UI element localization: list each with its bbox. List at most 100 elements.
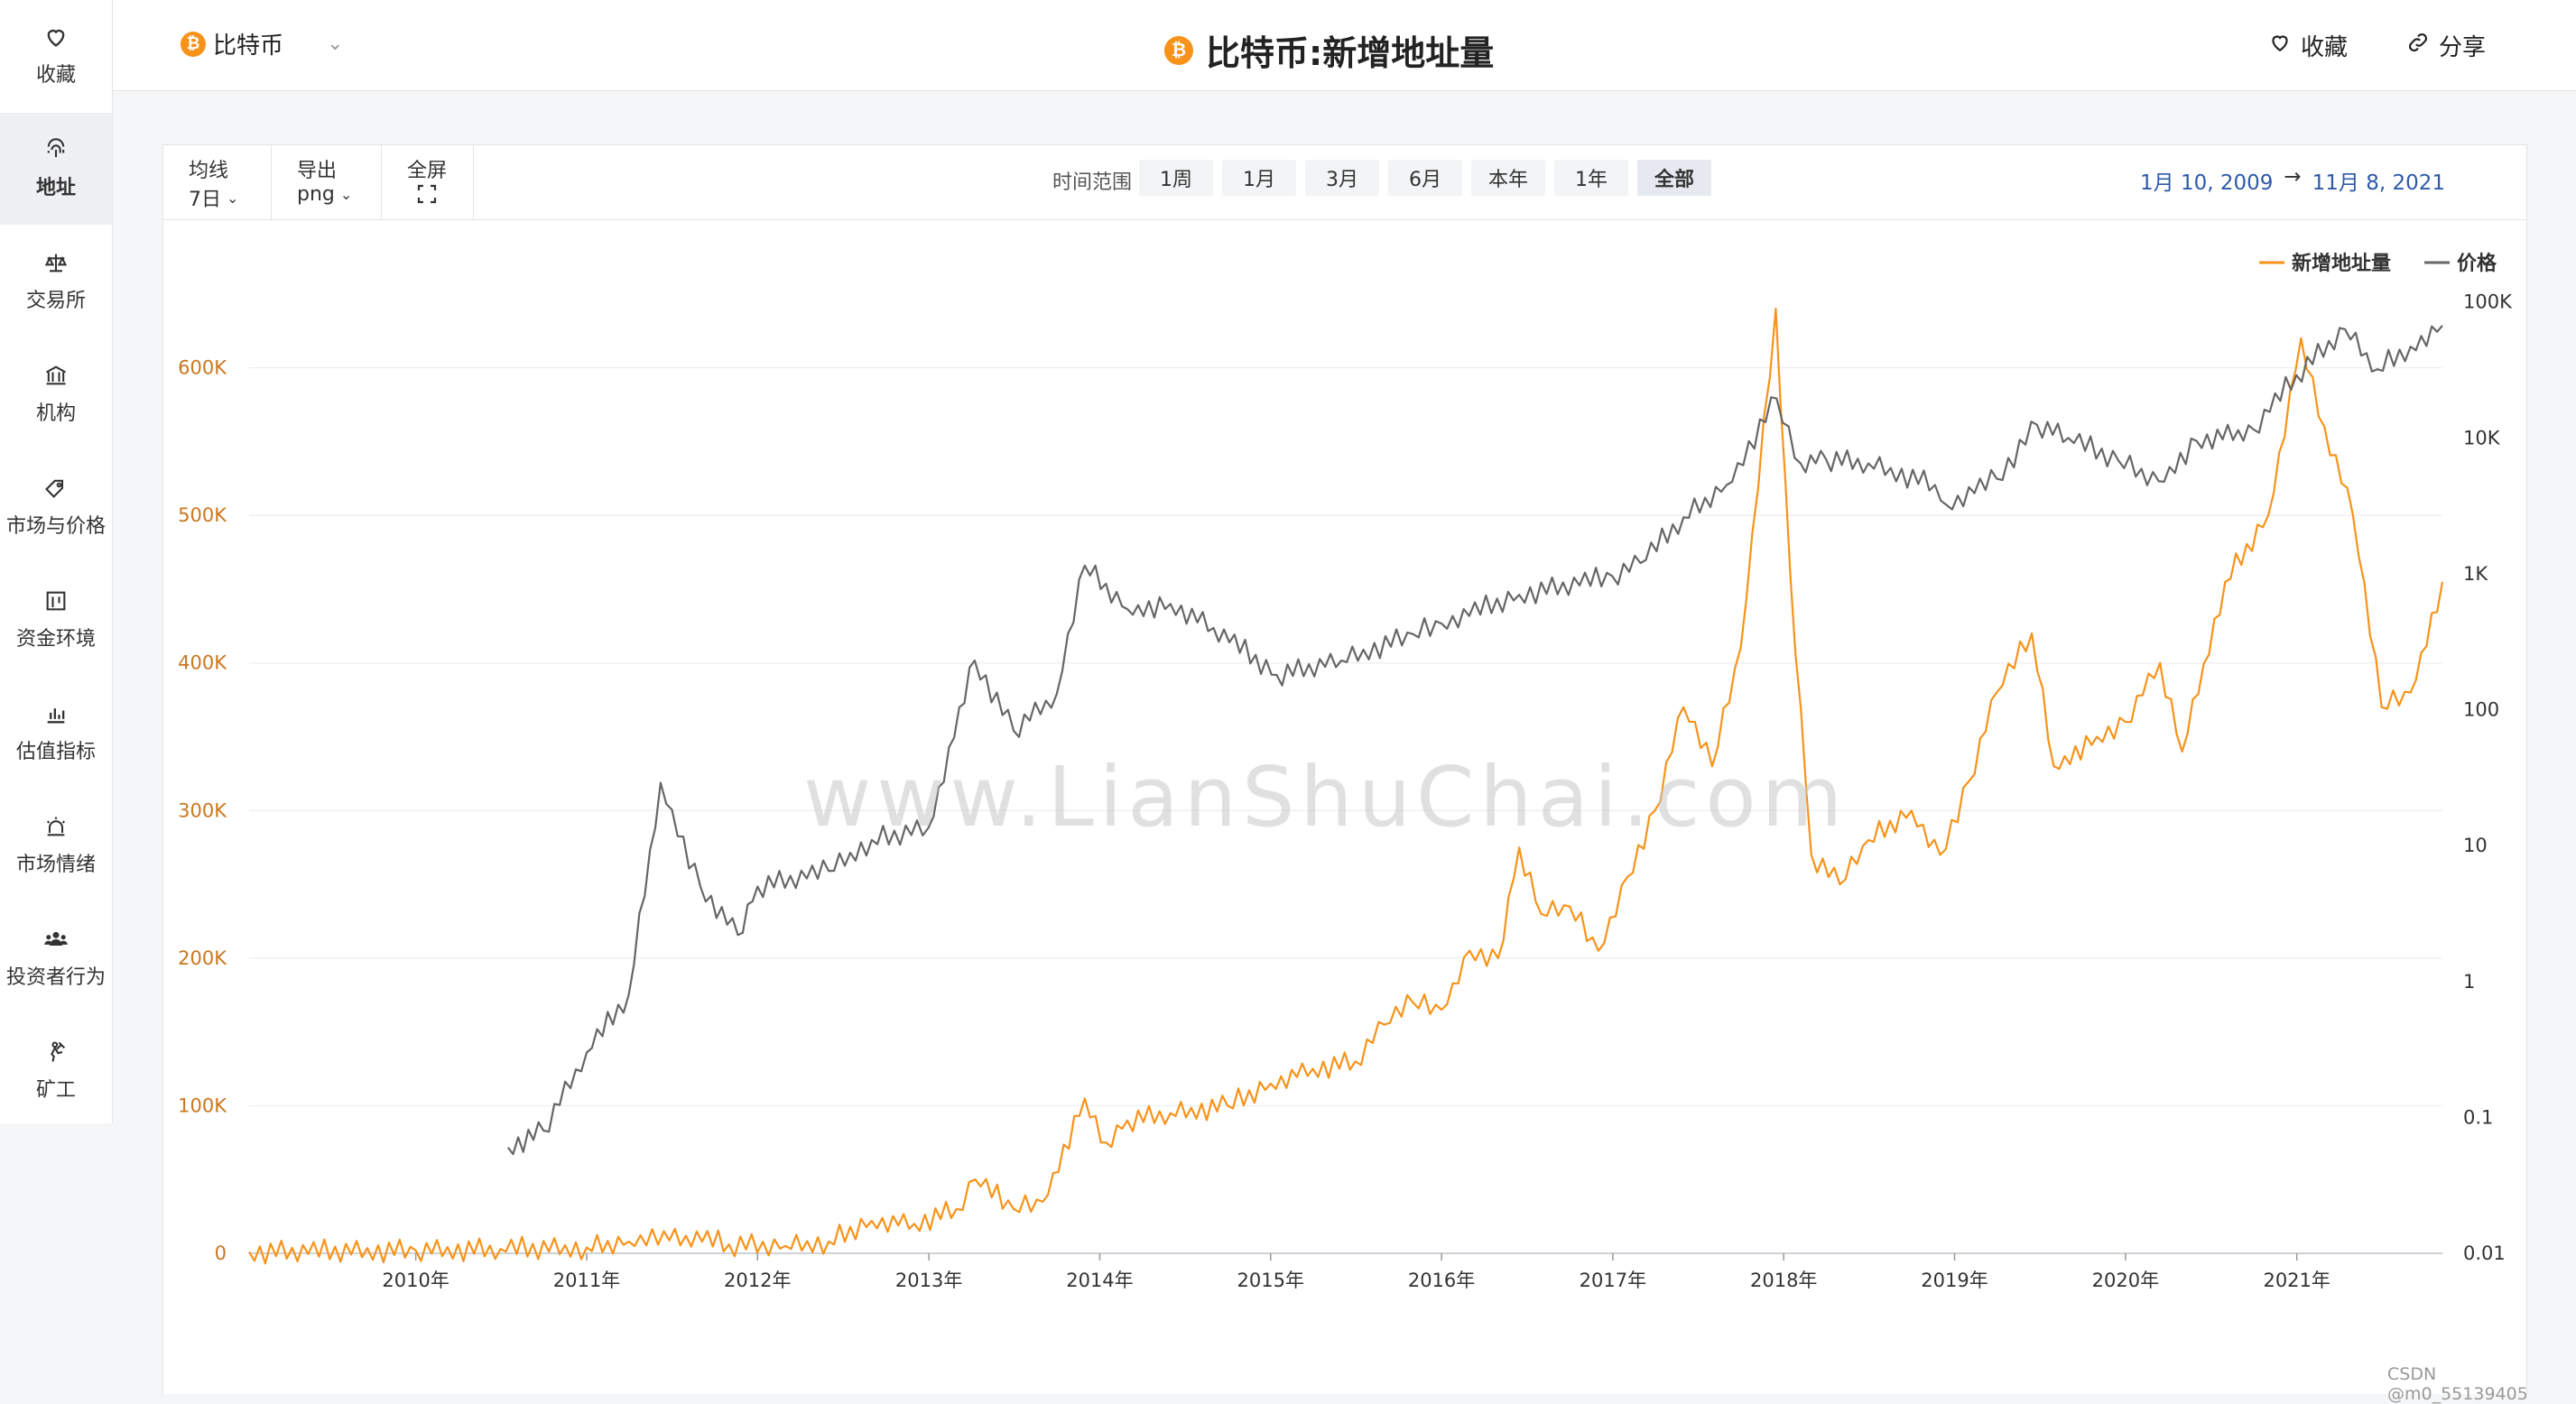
chart-card: 均线 7日 ⌄ 导出 png ⌄ 全屏 时间范围 1周 1月 3月 6月 本年 1年… (162, 144, 2527, 1394)
bank-icon (43, 363, 69, 388)
range-1w-button[interactable]: 1周 (1139, 160, 1213, 196)
y-left-tick-label: 400K (178, 652, 227, 674)
sidebar-item-label: 机构 (35, 402, 76, 425)
y-right-tick-label: 1 (2463, 971, 2475, 993)
sidebar-item-valuation[interactable]: 估值指标 (0, 677, 112, 789)
sidebar-item-label: 资金环境 (15, 628, 96, 651)
range-3m-button[interactable]: 3月 (1305, 160, 1379, 196)
time-range-label: 时间范围 (1052, 171, 1133, 194)
x-tick-label: 2018年 (1750, 1270, 1817, 1291)
x-tick-label: 2015年 (1237, 1270, 1304, 1291)
ma-value: 7日 (189, 189, 221, 211)
sidebar-item-investor-behavior[interactable]: 投资者行为 (0, 902, 112, 1014)
x-tick-label: 2019年 (1921, 1270, 1988, 1291)
link-icon (2406, 31, 2430, 60)
sidebar-item-sentiment[interactable]: 市场情绪 (0, 790, 112, 901)
x-tick-label: 2011年 (553, 1270, 620, 1291)
sidebar: 收藏 地址 交易所 机构 市场与价格 资金环境 估值指标 市场情绪 投资者行为 … (0, 0, 113, 1123)
chevron-down-icon: ⌄ (227, 189, 239, 207)
export-select[interactable]: 导出 png ⌄ (272, 145, 382, 219)
share-label: 分享 (2439, 34, 2487, 61)
sidebar-item-miners[interactable]: 矿工 (0, 1015, 112, 1127)
y-right-tick-label: 100K (2463, 291, 2513, 313)
x-tick-label: 2016年 (1408, 1270, 1475, 1291)
sidebar-item-funding[interactable]: 资金环境 (0, 564, 112, 676)
chevron-down-icon: ⌄ (327, 32, 344, 55)
y-left-tick-label: 0 (215, 1242, 227, 1264)
footer-credit: CSDN @m0_55139405 (2387, 1364, 2528, 1404)
siren-icon (43, 814, 69, 839)
range-ytd-button[interactable]: 本年 (1471, 160, 1545, 196)
sidebar-item-label: 估值指标 (15, 741, 96, 763)
sidebar-item-address[interactable]: 地址 (0, 113, 112, 225)
x-tick-label: 2012年 (724, 1270, 791, 1291)
legend-label-price: 价格 (2457, 252, 2497, 275)
chart: 0 100K 200K 300K 400K 500K 600K 0.01 0.1 1 10 100 1K… (178, 252, 2513, 1291)
bar-chart-icon (43, 701, 69, 726)
sidebar-item-favorites[interactable]: 收藏 (0, 0, 112, 112)
favorite-button[interactable]: 收藏 (2268, 29, 2348, 62)
sidebar-item-label: 市场情绪 (15, 854, 96, 876)
date-range[interactable]: 1月 10, 2009 → 11月 8, 2021 (2140, 165, 2445, 196)
coin-name: 比特币 (213, 32, 284, 60)
x-tick-label: 2021年 (2263, 1270, 2330, 1291)
x-tick-label: 2010年 (382, 1270, 449, 1291)
tag-icon (43, 476, 69, 501)
y-left-tick-label: 600K (178, 357, 227, 379)
sidebar-item-label: 矿工 (35, 1079, 76, 1102)
fullscreen-icon (416, 183, 438, 205)
sidebar-item-label: 市场与价格 (5, 515, 106, 538)
chevron-down-icon: ⌄ (339, 186, 353, 203)
moving-average-select[interactable]: 均线 7日 ⌄ (163, 145, 272, 219)
fullscreen-label: 全屏 (407, 160, 448, 182)
x-tick-label: 2020年 (2092, 1270, 2159, 1291)
y-right-tick-label: 100 (2463, 699, 2499, 721)
series-new-addresses-line (248, 308, 2444, 1265)
date-from: 1月 10, 2009 (2140, 171, 2274, 195)
sidebar-item-exchanges[interactable]: 交易所 (0, 226, 112, 337)
bitcoin-icon: ₿ (181, 31, 206, 57)
x-tick-label: 2017年 (1580, 1270, 1646, 1291)
sidebar-item-label: 地址 (35, 177, 76, 199)
chart-toolbar: 均线 7日 ⌄ 导出 png ⌄ 全屏 时间范围 1周 1月 3月 6月 本年 1年… (163, 145, 2526, 220)
page-title: ₿ 比特币:新增地址量 (1164, 25, 1494, 75)
money-flow-icon (43, 588, 69, 614)
y-right-tick-label: 0.01 (2463, 1242, 2506, 1264)
bitcoin-icon: ₿ (1164, 35, 1193, 65)
scale-icon (43, 250, 69, 275)
heart-icon (2268, 31, 2292, 60)
export-value: png (297, 183, 335, 206)
series-price-line (506, 325, 2443, 1156)
top-header: ₿ 比特币 ⌄ ₿ 比特币:新增地址量 收藏 分享 (113, 0, 2576, 91)
fullscreen-button[interactable]: 全屏 (382, 145, 474, 219)
range-all-button[interactable]: 全部 (1637, 160, 1711, 196)
legend-label-new-addresses: 新增地址量 (2292, 252, 2391, 275)
y-right-tick-label: 0.1 (2463, 1106, 2493, 1128)
coin-selector[interactable]: ₿ 比特币 ⌄ (181, 27, 343, 60)
range-6m-button[interactable]: 6月 (1388, 160, 1462, 196)
sidebar-item-label: 交易所 (25, 290, 86, 312)
range-1m-button[interactable]: 1月 (1222, 160, 1296, 196)
range-1y-button[interactable]: 1年 (1554, 160, 1628, 196)
y-left-tick-label: 100K (178, 1095, 227, 1116)
x-tick-label: 2013年 (895, 1270, 962, 1291)
people-icon (43, 927, 69, 952)
y-left-tick-label: 300K (178, 799, 227, 821)
y-left-tick-label: 500K (178, 504, 227, 526)
y-right-tick-label: 1K (2463, 563, 2488, 585)
sidebar-item-market-price[interactable]: 市场与价格 (0, 451, 112, 563)
miner-icon (43, 1039, 69, 1065)
y-right-tick-label: 10 (2463, 835, 2488, 856)
x-tick-label: 2014年 (1066, 1270, 1133, 1291)
sidebar-item-label: 投资者行为 (5, 966, 106, 989)
fingerprint-icon (43, 137, 69, 162)
ma-label: 均线 (189, 160, 229, 182)
sidebar-item-institutions[interactable]: 机构 (0, 338, 112, 450)
date-to: 11月 8, 2021 (2312, 171, 2446, 195)
favorite-label: 收藏 (2301, 34, 2349, 61)
share-button[interactable]: 分享 (2406, 29, 2486, 62)
arrow-right-icon: → (2284, 165, 2302, 189)
y-right-tick-label: 10K (2463, 427, 2501, 448)
export-label: 导出 (297, 160, 338, 182)
heart-icon (43, 24, 69, 50)
